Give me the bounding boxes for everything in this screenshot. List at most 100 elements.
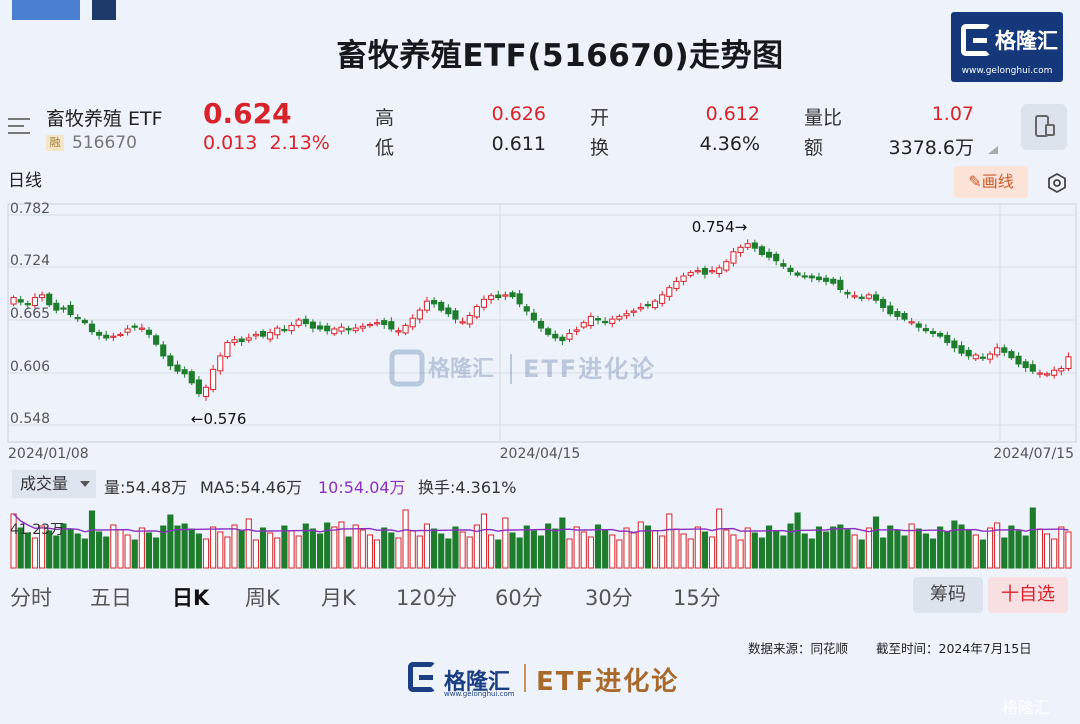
kline-x-tick: 2024/04/15 [500, 446, 581, 462]
candle-body [473, 306, 480, 318]
add-favorite-button[interactable]: 十自选 [988, 577, 1068, 613]
expand-corner-icon[interactable] [988, 146, 998, 154]
volume-bar [837, 524, 844, 569]
high-value: 0.626 [491, 103, 546, 125]
volume-bar [609, 534, 616, 569]
candle-body [587, 315, 594, 327]
tab-15min[interactable]: 15分 [673, 586, 721, 610]
volume-bar [801, 533, 808, 569]
candle-body [431, 299, 438, 305]
candle-body [1015, 355, 1022, 365]
candle-body [844, 291, 851, 295]
tab-30min[interactable]: 30分 [585, 586, 633, 610]
top-tab-strip[interactable] [0, 0, 120, 20]
volume-bar [103, 536, 110, 569]
volume-bar [708, 536, 716, 569]
tab-weekly-k[interactable]: 周K [245, 586, 280, 610]
tab-daily-k[interactable]: 日K [172, 586, 210, 610]
low-label: 低 [375, 137, 395, 159]
candle-body [217, 355, 224, 372]
volume-bar [174, 525, 181, 569]
footer-url: www.gelonghui.com [444, 690, 515, 698]
kline-y-tick: 0.548 [10, 411, 50, 427]
candle-body [423, 300, 431, 311]
volume-bar [195, 533, 202, 569]
volume-bar [345, 536, 352, 569]
tab-intraday[interactable]: 分时 [10, 586, 52, 610]
change-value: 0.013 [203, 132, 258, 154]
volume-value: 量:54.48万 [104, 478, 188, 497]
candle-body [602, 320, 609, 324]
candle-body [252, 333, 259, 337]
indicator-select[interactable]: 成交量 [12, 470, 96, 498]
volume-bar [865, 527, 872, 569]
candle-body [274, 327, 281, 336]
candle-body [124, 328, 131, 333]
candle-body [202, 386, 210, 397]
candle-body [224, 341, 231, 358]
candle-body [480, 298, 488, 308]
candle-body [138, 327, 145, 330]
kline-x-axis: 2024/01/08 2024/04/15 2024/07/15 [8, 446, 1074, 462]
pencil-icon: ✎ [968, 172, 982, 191]
tab-60min[interactable]: 60分 [495, 586, 543, 610]
tab-five-day[interactable]: 五日 [90, 586, 132, 610]
volume-bar [673, 528, 680, 569]
chips-button[interactable]: 筹码 [913, 577, 983, 613]
candle-body [545, 328, 552, 335]
candle-body [238, 338, 245, 343]
candle-body [851, 295, 858, 298]
candle-body [837, 279, 844, 290]
volume-bar [922, 533, 929, 569]
candle-body [153, 335, 160, 345]
candle-body [623, 313, 630, 317]
kline-chart[interactable]: 格隆汇 ETF进化论 0.782 0.724 0.665 0.606 0.548 0.7… [0, 200, 1080, 466]
kline-watermark: 格隆汇 ETF进化论 [389, 349, 654, 387]
volume-chart[interactable]: 41.23万 [0, 500, 1080, 570]
menu-icon[interactable] [8, 118, 34, 138]
volume-bar [723, 529, 730, 569]
candle-body [901, 313, 908, 320]
candle-body [502, 294, 509, 297]
volume-bar [1001, 537, 1008, 569]
candle-body [145, 329, 153, 335]
draw-line-button[interactable]: ✎画线 [954, 166, 1028, 198]
candle-body [160, 344, 167, 357]
turnover-label: 换 [590, 137, 610, 159]
volume-bar [566, 538, 573, 569]
volume-bar [716, 508, 723, 569]
landscape-button[interactable] [1021, 104, 1067, 150]
volume-bar [680, 533, 687, 569]
logo-name: 格隆汇 [995, 29, 1058, 53]
volume-bar [1008, 525, 1015, 569]
open-value: 0.612 [705, 103, 760, 125]
volume-bar [338, 521, 345, 569]
candle-body [801, 275, 808, 278]
candle-body [402, 324, 409, 334]
corner-watermark: 格隆汇 [1002, 698, 1051, 717]
volume-bar [944, 531, 951, 569]
volume-bar [908, 523, 915, 569]
footer-series: ETF进化论 [536, 667, 680, 697]
volume-bar [131, 539, 138, 569]
volume-bar [309, 528, 316, 569]
volume-bar [594, 524, 602, 569]
volume-bar [224, 536, 231, 569]
top-tab-1[interactable] [12, 0, 80, 20]
candle-body [1065, 356, 1072, 369]
settings-icon[interactable] [1046, 172, 1068, 194]
tab-120min[interactable]: 120分 [396, 586, 458, 610]
candle-body [780, 263, 787, 267]
candle-body [965, 349, 972, 357]
candle-body [302, 318, 309, 325]
volume-bar [687, 538, 694, 569]
candle-body [872, 294, 880, 301]
volume-ma10: 10:54.04万 [318, 478, 406, 497]
volume-bar [81, 538, 88, 569]
tab-monthly-k[interactable]: 月K [321, 586, 356, 610]
volume-bar [452, 526, 459, 569]
volume-bar [794, 512, 801, 569]
volume-bar [623, 527, 630, 569]
top-tab-2[interactable] [92, 0, 116, 20]
volume-bar [352, 524, 359, 569]
